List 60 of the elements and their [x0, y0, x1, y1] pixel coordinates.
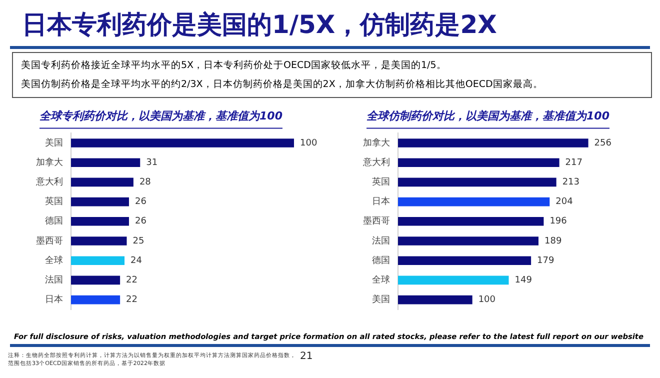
data-label: 179 — [537, 256, 555, 266]
text: 美国仿制药价格是全球平均水平的约2/3X，日本仿制药价格是美国的2X，加拿大仿制药价格相比其他OECD国家最高。 — [21, 78, 544, 91]
bar — [71, 158, 140, 168]
data-label: 213 — [562, 178, 580, 188]
bar — [398, 138, 588, 148]
bar — [398, 158, 560, 168]
y-tick-label: 日本 — [372, 196, 390, 208]
bar — [71, 216, 129, 226]
y-tick-label: 墨西哥 — [36, 235, 63, 246]
y-tick-label: 全球 — [372, 274, 390, 286]
data-label: 26 — [134, 197, 147, 208]
y-tick-label: 法国 — [372, 235, 390, 246]
data-label: 217 — [565, 158, 582, 168]
data-label: 22 — [126, 276, 138, 286]
y-tick-label: 意大利 — [35, 176, 63, 188]
bar — [71, 138, 294, 148]
data-label: 189 — [544, 236, 562, 246]
bar — [398, 178, 556, 187]
bar — [398, 256, 532, 266]
y-tick-label: 美国 — [372, 294, 390, 306]
bar — [71, 295, 120, 304]
y-tick-label: 加拿大 — [36, 156, 63, 168]
bar — [398, 197, 550, 206]
data-label: 25 — [132, 236, 144, 246]
bar — [398, 236, 538, 246]
text: 日本专利药价是美国的1/5X，仿制药是2X — [22, 9, 497, 41]
data-label: 100 — [478, 295, 496, 306]
y-tick-label: 日本 — [45, 294, 63, 306]
y-tick-label: 全球 — [45, 254, 63, 266]
data-label: 26 — [134, 216, 147, 227]
data-label: 31 — [146, 158, 158, 168]
y-tick-label: 德国 — [45, 216, 63, 227]
bar — [71, 256, 125, 266]
y-tick-label: 德国 — [372, 254, 390, 266]
text: 美国专利药价格接近全球平均水平的5X，日本专利药价处于OECD国家较低水平，是美国的1/5。 — [21, 59, 448, 72]
y-tick-label: 墨西哥 — [363, 216, 390, 227]
data-label: 24 — [130, 256, 142, 266]
data-label: 100 — [300, 138, 318, 148]
y-tick-label: 加拿大 — [363, 137, 390, 148]
bar — [71, 276, 120, 285]
chart-title: 全球专利药价对比，以美国为基准，基准值为100 — [40, 109, 283, 122]
data-label: 149 — [514, 276, 532, 286]
data-label: 204 — [556, 197, 574, 208]
y-tick-label: 美国 — [45, 137, 63, 148]
y-tick-label: 意大利 — [362, 156, 390, 168]
y-tick-label: 英国 — [45, 196, 63, 208]
bar — [71, 236, 127, 246]
data-label: 256 — [594, 138, 612, 148]
data-label: 22 — [126, 295, 138, 306]
text: 21 — [300, 351, 313, 362]
chart-title: 全球仿制药价对比，以美国为基准，基准值为100 — [366, 109, 610, 122]
bar — [398, 216, 544, 226]
data-label: 28 — [139, 178, 152, 188]
bar — [71, 178, 134, 187]
y-tick-label: 法国 — [45, 274, 63, 286]
bar — [398, 295, 472, 304]
bar — [71, 197, 129, 206]
data-label: 196 — [550, 216, 568, 227]
y-tick-label: 英国 — [372, 176, 390, 188]
bar — [398, 276, 509, 285]
